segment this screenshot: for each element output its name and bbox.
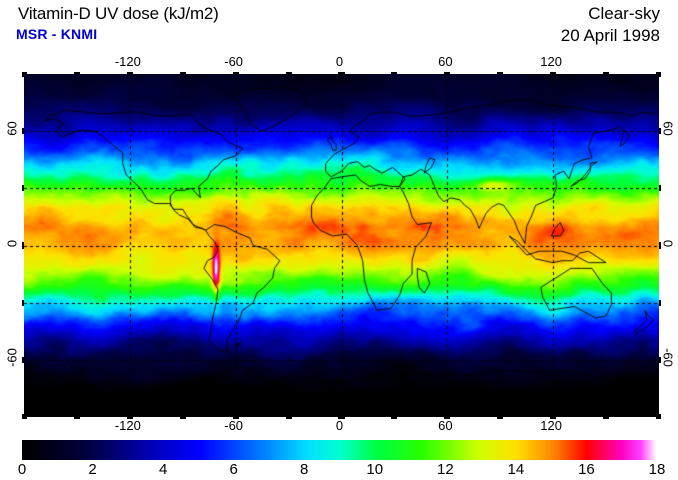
x-tick-label-bottom-0: -120 xyxy=(114,418,141,433)
colorbar-tick-12: 12 xyxy=(436,461,454,478)
x-tick-label-bottom-1: -60 xyxy=(224,418,244,433)
y-tick-label-right-1: 0 xyxy=(660,239,676,247)
colorbar-tick-0: 0 xyxy=(17,461,27,478)
colorbar-gradient xyxy=(22,440,657,460)
source-label: MSR - KNMI xyxy=(16,26,98,42)
colorbar xyxy=(22,440,657,460)
colorbar-tick-8: 8 xyxy=(300,461,309,478)
x-tick-label-top-2: 0 xyxy=(335,54,344,69)
x-tick-label-top-4: 120 xyxy=(540,54,562,69)
map-plot-area xyxy=(22,72,661,419)
y-tick-label-right-2: -60 xyxy=(660,347,676,367)
colorbar-tick-labels: 0 2 4 6 8 10 12 14 16 18 xyxy=(18,461,666,479)
x-tick-label-top-0: -120 xyxy=(114,54,141,69)
x-tick-label-top-1: -60 xyxy=(224,54,244,69)
y-tick-label-right-0: 60 xyxy=(660,121,676,136)
y-tick-label-left-2: -60 xyxy=(4,347,20,367)
uv-dose-heatmap xyxy=(24,74,659,417)
colorbar-tick-18: 18 xyxy=(648,461,666,478)
x-tick-label-bottom-3: 60 xyxy=(438,418,453,433)
colorbar-tick-10: 10 xyxy=(366,461,384,478)
colorbar-tick-6: 6 xyxy=(229,461,238,478)
y-tick-label-left-0: 60 xyxy=(4,121,20,136)
x-tick-label-bottom-4: 120 xyxy=(540,418,562,433)
condition-label: Clear-sky xyxy=(588,4,660,23)
date-label: 20 April 1998 xyxy=(560,26,660,45)
page-title: Vitamin-D UV dose (kJ/m2) xyxy=(18,4,219,23)
colorbar-tick-14: 14 xyxy=(507,461,525,478)
x-tick-label-bottom-2: 0 xyxy=(335,418,344,433)
colorbar-tick-2: 2 xyxy=(88,461,97,478)
colorbar-tick-4: 4 xyxy=(158,461,168,478)
x-tick-label-top-3: 60 xyxy=(438,54,453,69)
y-tick-label-left-1: 0 xyxy=(4,239,20,247)
colorbar-tick-16: 16 xyxy=(578,461,595,478)
